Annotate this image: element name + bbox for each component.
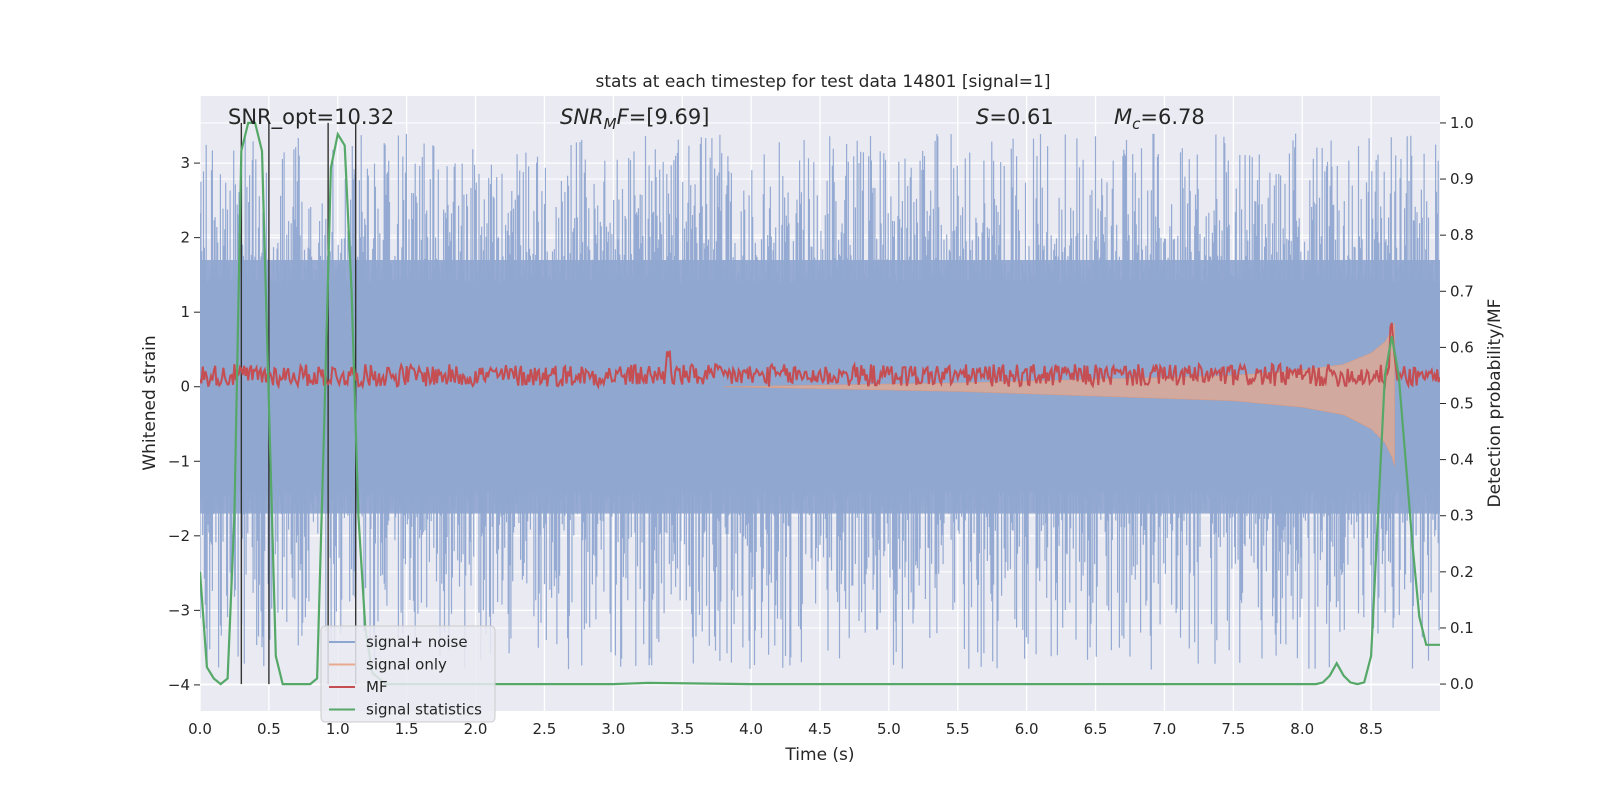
y2-tick-label: 0.0 [1450, 675, 1474, 693]
x-axis-ticks: 0.0 0.5 1.0 1.5 2.0 2.5 3.0 3.5 4.0 4.5 5.0 5.5 6.0 6… [188, 720, 1383, 738]
legend: signal+ noise signal only MF signal statist… [320, 625, 496, 723]
x-tick-label: 3.0 [601, 720, 625, 738]
signal-only-envelope [723, 323, 1395, 466]
annotation-mc-value: Mc=6.78 [1114, 105, 1205, 133]
x-tick-label: 5.5 [946, 720, 970, 738]
mf-line [200, 322, 1440, 390]
annotation-snr-opt: SNR_opt=10.32 [228, 105, 394, 130]
y-tick-label: 3 [180, 154, 190, 172]
y2-axis-label: Detection probability/MF [1485, 299, 1505, 508]
y2-tick-label: 1.0 [1450, 114, 1474, 132]
y-tick-label: 1 [180, 303, 190, 321]
x-tick-label: 1.5 [395, 720, 419, 738]
y2-tick-label: 0.1 [1450, 619, 1474, 637]
x-tick-label: 2.5 [533, 720, 557, 738]
y2-tick-label: 0.6 [1450, 338, 1474, 356]
x-tick-label: 7.0 [1153, 720, 1177, 738]
y2-tick-label: 0.3 [1450, 507, 1474, 525]
legend-label: MF [366, 678, 388, 696]
x-tick-label: 2.0 [464, 720, 488, 738]
legend-label: signal statistics [366, 701, 482, 719]
y-tick-label: −1 [168, 452, 190, 470]
annotation-snr-mf: SNRMF=[9.69] [560, 105, 709, 133]
y2-axis-ticks: 0.0 0.1 0.2 0.3 0.4 0.5 0.6 0.7 0.8 0.9 1.0 [1440, 114, 1474, 693]
x-tick-label: 6.0 [1015, 720, 1039, 738]
y2-tick-label: 0.4 [1450, 451, 1474, 469]
y2-tick-label: 0.2 [1450, 563, 1474, 581]
x-tick-label: 8.5 [1359, 720, 1383, 738]
x-tick-label: 4.5 [808, 720, 832, 738]
x-tick-label: 6.5 [1084, 720, 1108, 738]
y-tick-label: −3 [168, 601, 190, 619]
x-tick-label: 5.0 [877, 720, 901, 738]
x-tick-label: 1.0 [326, 720, 350, 738]
y-axis-ticks: −4 −3 −2 −1 0 1 2 3 [168, 154, 200, 694]
y-tick-label: −4 [168, 676, 190, 694]
y2-tick-label: 0.8 [1450, 226, 1474, 244]
legend-frame [320, 625, 496, 723]
y-tick-label: −2 [168, 527, 190, 545]
y-axis-label: Whitened strain [140, 335, 160, 470]
x-tick-label: 3.5 [670, 720, 694, 738]
legend-label: signal only [366, 656, 447, 674]
legend-label: signal+ noise [366, 633, 468, 651]
x-tick-label: 0.5 [257, 720, 281, 738]
y-tick-label: 2 [180, 229, 190, 247]
y2-tick-label: 0.5 [1450, 395, 1474, 413]
y2-tick-label: 0.7 [1450, 282, 1474, 300]
y-tick-label: 0 [180, 378, 190, 396]
chart-title: stats at each timestep for test data 148… [596, 72, 1051, 92]
x-tick-label: 4.0 [739, 720, 763, 738]
x-tick-label: 8.0 [1290, 720, 1314, 738]
annotation-s-value: S=0.61 [976, 105, 1054, 129]
x-tick-label: 7.5 [1221, 720, 1245, 738]
x-tick-label: 0.0 [188, 720, 212, 738]
x-axis-label: Time (s) [784, 745, 854, 765]
y2-tick-label: 0.9 [1450, 170, 1474, 188]
